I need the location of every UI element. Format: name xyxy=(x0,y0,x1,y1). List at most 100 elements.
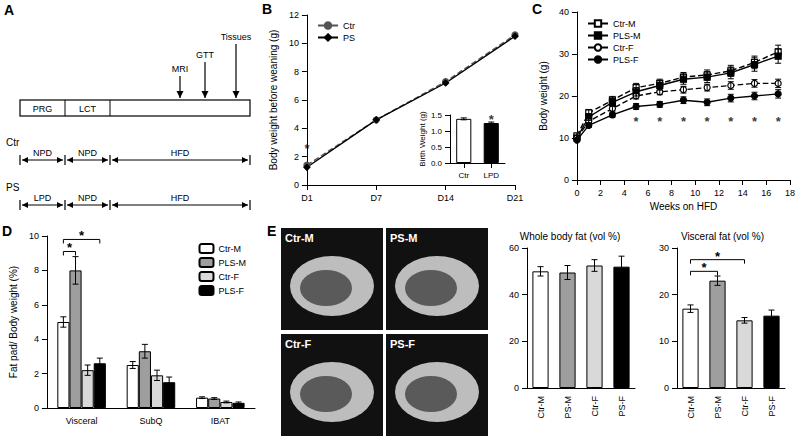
svg-text:PLS-F: PLS-F xyxy=(613,55,639,65)
svg-text:PS: PS xyxy=(343,33,355,43)
svg-text:Ctr-M: Ctr-M xyxy=(285,232,314,244)
svg-text:E: E xyxy=(267,223,276,239)
svg-text:Ctr-M: Ctr-M xyxy=(218,244,241,254)
svg-text:D7: D7 xyxy=(371,193,383,203)
svg-text:Tissues: Tissues xyxy=(221,32,252,42)
svg-text:MRI: MRI xyxy=(172,64,189,74)
svg-text:LCT: LCT xyxy=(79,104,97,114)
svg-text:GTT: GTT xyxy=(196,50,214,60)
svg-text:PS-M: PS-M xyxy=(713,396,723,419)
svg-text:*: * xyxy=(79,228,85,243)
svg-text:*: * xyxy=(489,112,495,127)
svg-text:0: 0 xyxy=(574,188,579,198)
svg-text:Ctr: Ctr xyxy=(458,171,469,180)
svg-text:4: 4 xyxy=(622,188,627,198)
svg-text:Body weight before weaning (g): Body weight before weaning (g) xyxy=(268,30,279,171)
svg-text:6: 6 xyxy=(34,300,39,310)
svg-text:IBAT: IBAT xyxy=(211,416,231,426)
svg-text:0: 0 xyxy=(564,175,569,185)
svg-text:SubQ: SubQ xyxy=(139,416,162,426)
svg-text:30: 30 xyxy=(559,49,569,59)
svg-text:PS-M: PS-M xyxy=(390,232,418,244)
svg-text:2: 2 xyxy=(294,152,299,162)
svg-text:HFD: HFD xyxy=(171,148,190,158)
svg-text:Ctr-F: Ctr-F xyxy=(613,43,634,53)
svg-text:0.5: 0.5 xyxy=(431,143,443,152)
svg-text:14: 14 xyxy=(738,188,748,198)
svg-text:Ctr-F: Ctr-F xyxy=(590,396,600,417)
svg-text:*: * xyxy=(304,141,310,156)
svg-text:Whole body fat (vol %): Whole body fat (vol %) xyxy=(520,231,621,242)
svg-text:6: 6 xyxy=(645,188,650,198)
svg-text:4: 4 xyxy=(34,334,39,344)
svg-text:Ctr-F: Ctr-F xyxy=(740,396,750,417)
svg-text:0: 0 xyxy=(34,403,39,413)
svg-text:12: 12 xyxy=(714,188,724,198)
svg-text:PLS-M: PLS-M xyxy=(218,258,246,268)
svg-text:PRG: PRG xyxy=(33,104,53,114)
svg-text:18: 18 xyxy=(785,188,795,198)
svg-text:PLS-F: PLS-F xyxy=(218,286,244,296)
svg-text:Ctr: Ctr xyxy=(6,137,20,148)
svg-text:10: 10 xyxy=(690,188,700,198)
svg-text:20: 20 xyxy=(659,290,669,300)
svg-text:C: C xyxy=(532,1,542,17)
svg-text:LPD: LPD xyxy=(483,171,499,180)
svg-text:6: 6 xyxy=(294,95,299,105)
svg-text:Visceral: Visceral xyxy=(66,416,98,426)
svg-text:16: 16 xyxy=(761,188,771,198)
svg-text:HFD: HFD xyxy=(171,193,190,203)
svg-text:PS: PS xyxy=(6,182,20,193)
svg-text:B: B xyxy=(262,1,272,17)
svg-text:20: 20 xyxy=(509,336,519,346)
svg-text:PS-F: PS-F xyxy=(767,396,777,417)
svg-text:Ctr-F: Ctr-F xyxy=(285,338,312,350)
svg-text:*: * xyxy=(657,114,663,129)
svg-text:*: * xyxy=(634,114,640,129)
svg-text:10: 10 xyxy=(659,336,669,346)
svg-text:40: 40 xyxy=(559,7,569,17)
svg-text:NPD: NPD xyxy=(78,193,98,203)
svg-text:8: 8 xyxy=(294,67,299,77)
svg-text:Ctr-M: Ctr-M xyxy=(686,396,696,419)
svg-text:*: * xyxy=(715,249,721,264)
svg-text:PLS-M: PLS-M xyxy=(613,31,641,41)
svg-text:0: 0 xyxy=(294,180,299,190)
svg-text:60: 60 xyxy=(509,243,519,253)
svg-text:1.5: 1.5 xyxy=(431,111,443,120)
svg-text:8: 8 xyxy=(34,265,39,275)
svg-text:40: 40 xyxy=(509,290,519,300)
svg-text:20: 20 xyxy=(559,91,569,101)
svg-text:Weeks on HFD: Weeks on HFD xyxy=(650,201,718,212)
svg-text:*: * xyxy=(752,114,758,129)
svg-text:*: * xyxy=(67,240,73,255)
svg-text:D21: D21 xyxy=(507,193,524,203)
svg-text:PS-F: PS-F xyxy=(390,338,415,350)
svg-text:D14: D14 xyxy=(437,193,454,203)
svg-text:*: * xyxy=(776,114,782,129)
svg-text:8: 8 xyxy=(669,188,674,198)
svg-text:A: A xyxy=(4,2,14,18)
svg-text:1.0: 1.0 xyxy=(431,127,443,136)
svg-text:PS-M: PS-M xyxy=(563,396,573,419)
svg-text:D: D xyxy=(2,223,12,239)
svg-text:10: 10 xyxy=(29,231,39,241)
svg-text:PS-F: PS-F xyxy=(617,396,627,417)
svg-text:Visceral fat (vol %): Visceral fat (vol %) xyxy=(681,231,764,242)
svg-text:30: 30 xyxy=(659,243,669,253)
svg-text:D1: D1 xyxy=(301,193,313,203)
svg-text:2: 2 xyxy=(34,369,39,379)
svg-text:*: * xyxy=(701,260,707,275)
svg-text:0: 0 xyxy=(514,383,519,393)
svg-text:0.0: 0.0 xyxy=(431,159,443,168)
svg-text:12: 12 xyxy=(289,10,299,20)
svg-text:NPD: NPD xyxy=(78,148,98,158)
svg-text:Fat pad/ Body weight (%): Fat pad/ Body weight (%) xyxy=(8,266,19,378)
svg-text:2: 2 xyxy=(598,188,603,198)
svg-text:0: 0 xyxy=(664,383,669,393)
svg-text:Body weight (g): Body weight (g) xyxy=(538,61,549,130)
svg-text:10: 10 xyxy=(559,133,569,143)
svg-text:*: * xyxy=(681,114,687,129)
svg-text:Birth Weight (g): Birth Weight (g) xyxy=(418,111,427,167)
svg-text:Ctr-M: Ctr-M xyxy=(536,396,546,419)
